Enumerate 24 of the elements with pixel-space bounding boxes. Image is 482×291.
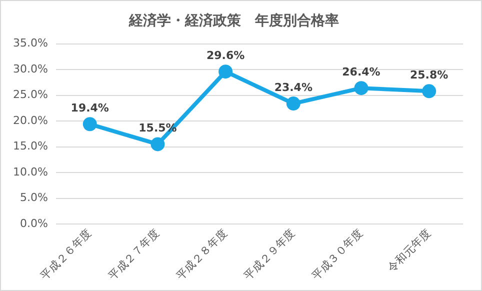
y-tick-label: 30.0%	[12, 62, 48, 76]
x-tick-label: 平成２８年度	[174, 226, 230, 282]
x-tick-label: 令和元年度	[385, 226, 434, 275]
y-tick-label: 20.0%	[12, 114, 48, 127]
point	[354, 81, 368, 96]
y-tick-label: 10.0%	[12, 165, 48, 178]
y-tick-label: 15.0%	[12, 140, 48, 153]
x-tick-label: 平成３０年度	[310, 226, 366, 282]
data-label: 26.4%	[342, 65, 380, 78]
data-label: 25.8%	[410, 68, 448, 82]
point	[218, 64, 233, 79]
point	[150, 137, 165, 152]
point	[286, 96, 300, 111]
y-tick-label: 5.0%	[20, 191, 48, 204]
data-label: 19.4%	[70, 101, 109, 114]
data-label: 23.4%	[274, 80, 312, 94]
x-tick-label: 平成２９年度	[242, 226, 298, 282]
y-tick-label: 35.0%	[12, 36, 48, 50]
chart-title: 経済学・経済政策 年度別合格率	[128, 12, 339, 30]
data-label: 29.6%	[206, 48, 245, 62]
point	[422, 84, 436, 98]
point	[82, 117, 97, 132]
y-tick-label: 25.0%	[12, 88, 48, 102]
x-tick-label: 平成２７年度	[106, 226, 162, 282]
